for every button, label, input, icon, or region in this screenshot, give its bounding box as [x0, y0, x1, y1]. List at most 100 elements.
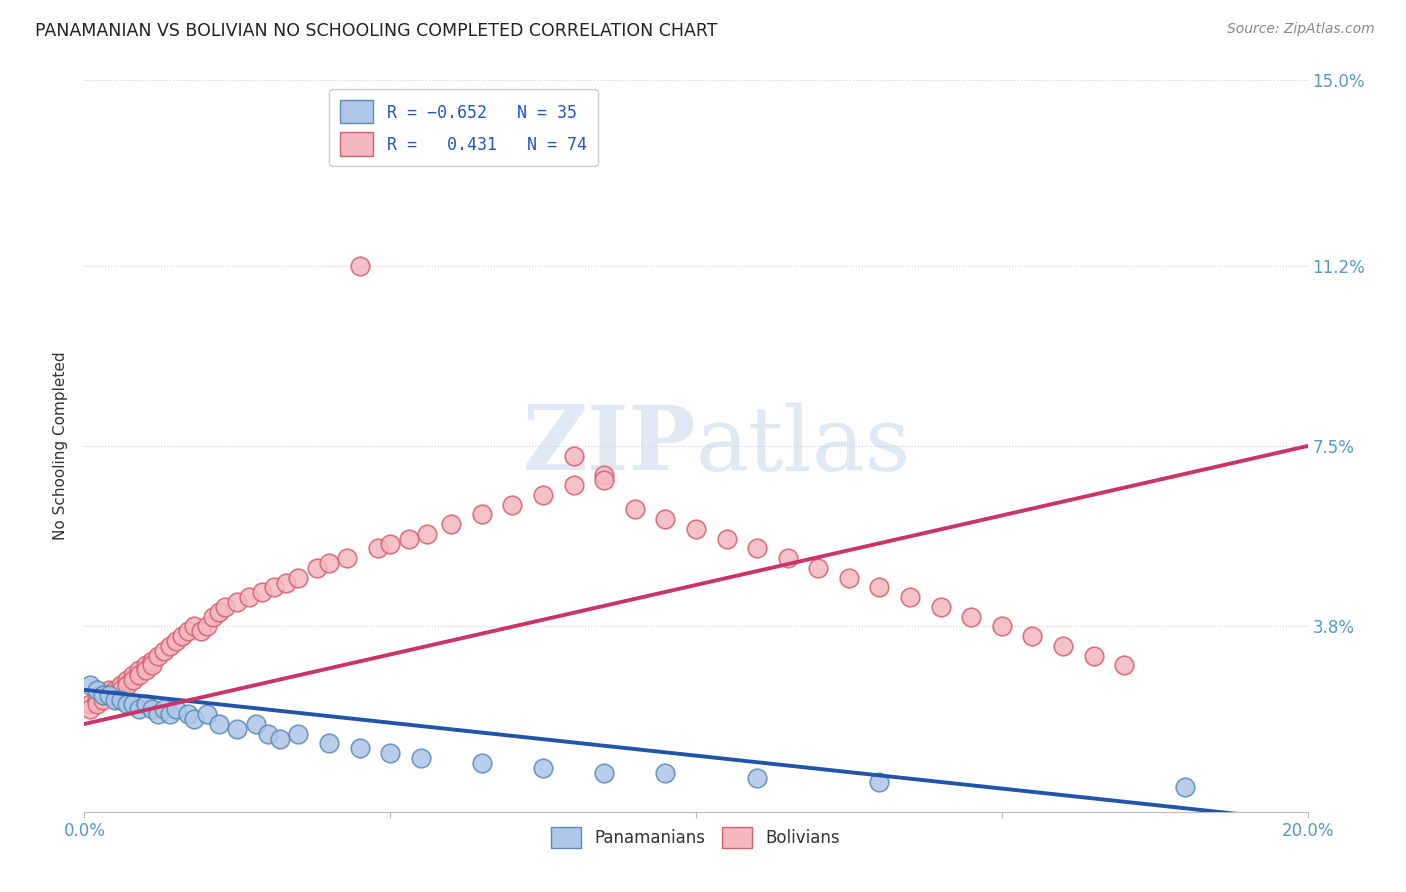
Point	[593, 473, 616, 487]
Point	[195, 619, 218, 633]
Point	[654, 512, 676, 526]
Point	[367, 541, 389, 556]
Point	[250, 585, 273, 599]
Point	[287, 571, 309, 585]
Text: ZIP: ZIP	[523, 402, 696, 490]
Point	[960, 609, 983, 624]
Point	[104, 688, 127, 702]
Point	[177, 624, 200, 639]
Point	[263, 581, 285, 595]
Text: PANAMANIAN VS BOLIVIAN NO SCHOOLING COMPLETED CORRELATION CHART: PANAMANIAN VS BOLIVIAN NO SCHOOLING COMP…	[35, 22, 717, 40]
Point	[122, 668, 145, 682]
Point	[502, 498, 524, 512]
Point	[380, 746, 402, 760]
Point	[104, 682, 127, 697]
Point	[593, 765, 616, 780]
Point	[398, 532, 420, 546]
Point	[79, 702, 101, 716]
Point	[115, 698, 138, 712]
Point	[122, 698, 145, 712]
Point	[146, 707, 169, 722]
Point	[898, 590, 921, 604]
Point	[172, 629, 194, 643]
Point	[440, 516, 463, 531]
Point	[226, 595, 249, 609]
Point	[276, 575, 298, 590]
Point	[165, 702, 187, 716]
Point	[929, 599, 952, 614]
Point	[747, 541, 769, 556]
Point	[122, 673, 145, 687]
Point	[1174, 780, 1197, 795]
Text: atlas: atlas	[696, 402, 911, 490]
Point	[257, 727, 280, 741]
Point	[471, 756, 494, 770]
Point	[91, 692, 114, 706]
Point	[135, 658, 157, 673]
Point	[79, 678, 101, 692]
Point	[146, 648, 169, 663]
Point	[141, 654, 163, 668]
Point	[562, 449, 585, 463]
Point	[97, 688, 120, 702]
Point	[318, 556, 340, 570]
Point	[747, 771, 769, 785]
Point	[531, 488, 554, 502]
Text: Source: ZipAtlas.com: Source: ZipAtlas.com	[1227, 22, 1375, 37]
Point	[128, 702, 150, 716]
Point	[86, 692, 108, 706]
Point	[1083, 648, 1105, 663]
Point	[135, 698, 157, 712]
Point	[416, 526, 439, 541]
Point	[716, 532, 738, 546]
Point	[86, 698, 108, 712]
Point	[165, 634, 187, 648]
Point	[104, 692, 127, 706]
Point	[91, 688, 114, 702]
Point	[226, 722, 249, 736]
Point	[208, 717, 231, 731]
Point	[141, 658, 163, 673]
Point	[97, 688, 120, 702]
Point	[624, 502, 647, 516]
Point	[190, 624, 212, 639]
Point	[991, 619, 1014, 633]
Point	[183, 619, 205, 633]
Point	[269, 731, 291, 746]
Point	[141, 702, 163, 716]
Point	[305, 561, 328, 575]
Point	[135, 663, 157, 677]
Point	[593, 468, 616, 483]
Point	[183, 712, 205, 726]
Point	[97, 682, 120, 697]
Point	[838, 571, 860, 585]
Point	[336, 551, 359, 566]
Point	[1052, 639, 1074, 653]
Point	[807, 561, 830, 575]
Point	[115, 678, 138, 692]
Point	[409, 751, 432, 765]
Point	[1021, 629, 1043, 643]
Point	[654, 765, 676, 780]
Point	[79, 698, 101, 712]
Point	[128, 663, 150, 677]
Point	[380, 536, 402, 550]
Point	[531, 761, 554, 775]
Point	[349, 741, 371, 756]
Point	[685, 522, 707, 536]
Point	[201, 609, 224, 624]
Point	[110, 682, 132, 697]
Y-axis label: No Schooling Completed: No Schooling Completed	[53, 351, 69, 541]
Point	[115, 673, 138, 687]
Legend: Panamanians, Bolivians: Panamanians, Bolivians	[544, 820, 848, 855]
Point	[238, 590, 260, 604]
Point	[195, 707, 218, 722]
Point	[91, 688, 114, 702]
Point	[245, 717, 267, 731]
Point	[177, 707, 200, 722]
Point	[349, 259, 371, 273]
Point	[869, 581, 891, 595]
Point	[562, 478, 585, 492]
Point	[471, 508, 494, 522]
Point	[159, 707, 181, 722]
